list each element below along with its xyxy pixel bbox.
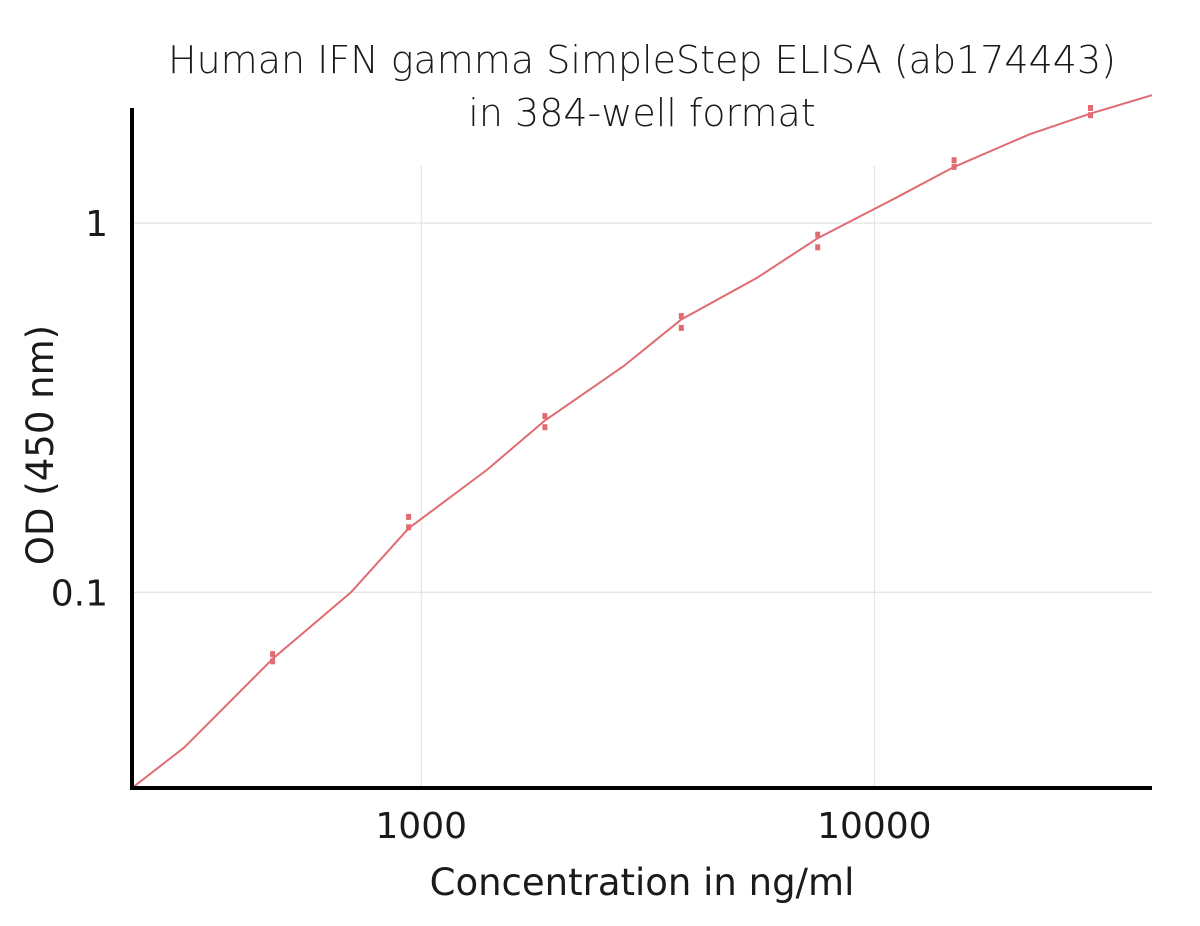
data-point [270,651,276,658]
chart-subtitle: in 384-well format [468,91,815,135]
y-tick-label: 1 [85,204,108,245]
point-layer [270,105,1093,665]
data-point [542,413,548,420]
chart-title: Human IFN gamma SimpleStep ELISA (ab1744… [168,38,1116,82]
x-axis-label: Concentration in ng/ml [430,861,855,904]
data-point [406,513,412,520]
data-point [815,231,821,238]
y-tick-label: 0.1 [51,573,108,614]
y-axis-label: OD (450 nm) [19,325,62,565]
x-tick-label: 1000 [375,806,467,847]
data-point [951,157,957,164]
curve-layer [131,94,1153,789]
data-point [542,424,548,431]
data-point [815,244,821,251]
x-tick-label: 10000 [817,806,932,847]
data-point [270,658,276,665]
data-point [406,524,412,531]
fit-curve-line [131,94,1153,789]
data-point [1088,112,1093,119]
tick-layer: 1000 10000 0.1 1 [51,204,932,847]
grid-layer [132,166,1152,788]
data-point [678,324,684,331]
data-point [1088,105,1093,111]
axis-layer [130,108,1152,790]
data-point [951,163,957,170]
data-point [678,313,684,320]
